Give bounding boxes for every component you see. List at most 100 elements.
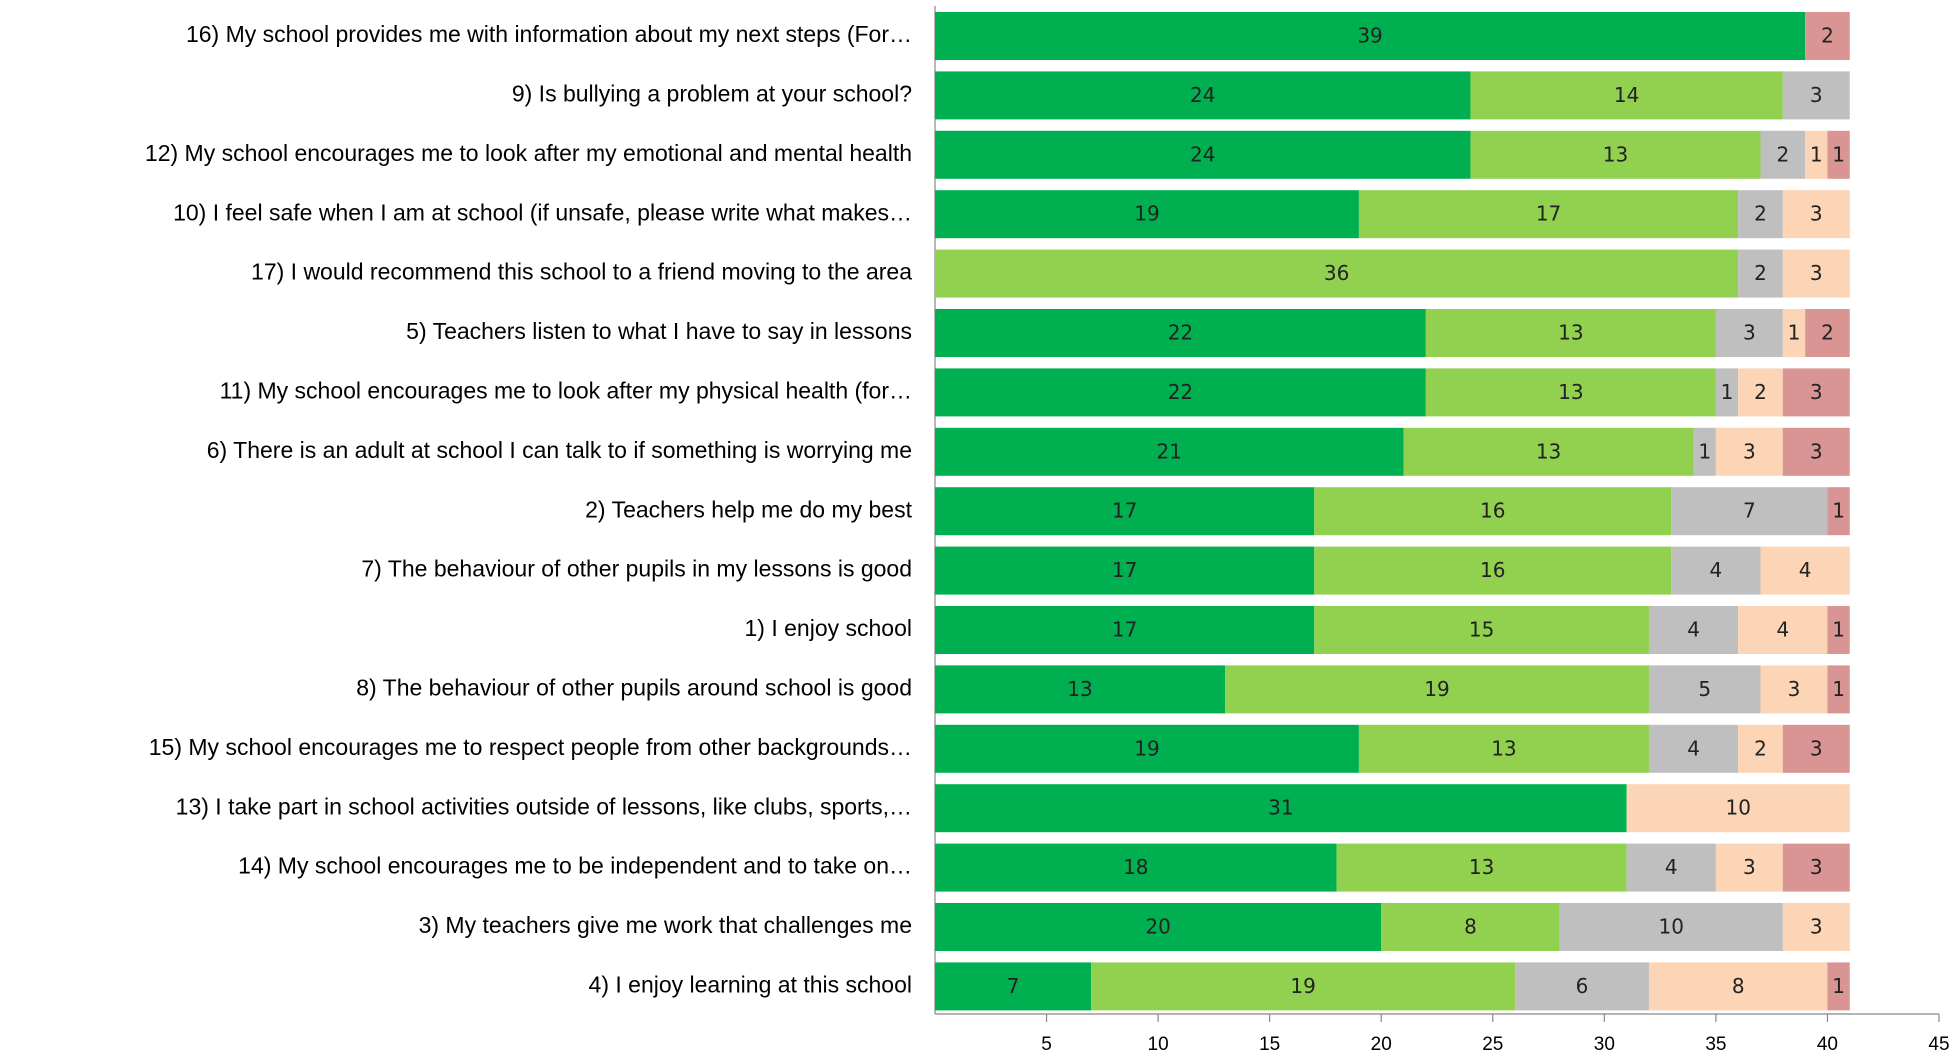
bar-segment [935,546,1315,595]
bar-segment [935,368,1426,417]
bar-segment [1358,724,1649,773]
bar-segment [1648,962,1828,1011]
x-tick-label: 25 [1482,1034,1503,1055]
category-label: 4) I enjoy learning at this school [589,971,912,997]
bar-segment [1827,487,1850,536]
bar-segment [935,487,1315,536]
data-label: 3 [1743,439,1756,463]
bar-segment [1827,606,1850,654]
x-tick-label: 30 [1594,1034,1615,1055]
bar-segment [935,724,1359,773]
data-label: 19 [1134,736,1159,760]
data-label: 13 [1469,855,1494,879]
bar-segment [1515,962,1649,1011]
bar-segment [1738,368,1783,417]
bar-segment [935,665,1226,714]
bar-segment [935,12,1806,60]
bar-segment [1782,368,1850,417]
data-label: 21 [1157,439,1182,463]
category-label: 16) My school provides me with informati… [186,21,912,47]
bar-segment [1314,487,1672,536]
category-label: 10) I feel safe when I am at school (if … [173,199,912,225]
x-tick-label: 15 [1259,1034,1280,1055]
bar-segment [1425,309,1716,357]
data-label: 4 [1687,736,1700,760]
bar-segment [1671,546,1761,595]
bar-segment [1626,843,1716,892]
bar-segment [1671,487,1828,536]
bar-segment [1358,190,1739,239]
bar-segment [1314,606,1649,654]
data-label: 4 [1799,558,1812,582]
bar-segment [1470,130,1761,179]
category-label: 17) I would recommend this school to a f… [251,259,912,285]
bar-segment [1782,71,1850,120]
data-label: 22 [1168,321,1193,345]
data-label: 3 [1810,83,1823,107]
data-label: 10 [1659,915,1684,939]
data-label: 3 [1810,202,1823,226]
data-label: 13 [1603,142,1628,166]
data-label: 16 [1480,499,1505,523]
bar-segment [935,427,1404,476]
bar-segment [1760,130,1806,179]
bar-segment [935,903,1382,951]
category-label: 12) My school encourages me to look afte… [145,140,912,166]
bar-segment [1648,606,1739,654]
category-label: 2) Teachers help me do my best [585,496,912,522]
data-label: 8 [1732,974,1745,998]
data-label: 1 [1832,142,1845,166]
bar-segment [1760,546,1850,595]
bar-segment [1805,309,1850,357]
data-label: 36 [1324,261,1349,285]
bar-segment [1403,427,1694,476]
bar-segment [1827,665,1850,714]
bar-segment [1715,427,1783,476]
x-tick-label: 5 [1041,1034,1052,1055]
bar-segment [935,962,1092,1011]
data-label: 1 [1832,499,1845,523]
bar-segment [935,309,1426,357]
bar-segment [1715,843,1783,892]
category-label: 6) There is an adult at school I can tal… [207,437,912,463]
data-label: 7 [1743,499,1756,523]
data-label: 31 [1268,796,1293,820]
data-label: 13 [1491,736,1516,760]
data-label: 17 [1112,558,1137,582]
bar-segment [1782,309,1806,357]
bar-segment [1827,962,1850,1011]
data-label: 3 [1743,855,1756,879]
data-label: 13 [1558,380,1583,404]
data-label: 6 [1576,974,1589,998]
x-tick-label: 35 [1705,1034,1726,1055]
bar-segment [1782,427,1850,476]
category-label: 5) Teachers listen to what I have to say… [406,318,912,344]
data-label: 14 [1614,83,1639,107]
data-label: 10 [1725,796,1750,820]
bar-segment [1738,190,1783,239]
data-label: 2 [1754,261,1767,285]
x-tick-label: 40 [1817,1034,1838,1055]
bar-segment [935,190,1359,239]
bar-segment [1648,665,1761,714]
data-label: 2 [1754,380,1767,404]
data-label: 19 [1134,202,1159,226]
bar-segment [1827,130,1850,179]
data-label: 2 [1754,736,1767,760]
bar-segment [1782,903,1850,951]
bar-segment [1425,368,1716,417]
data-label: 1 [1832,618,1845,642]
data-label: 1 [1810,142,1823,166]
bar-segment [1559,903,1783,951]
bar-segment [935,71,1471,120]
bar-segment [1805,12,1850,60]
data-label: 1 [1721,380,1734,404]
bar-segment [1782,190,1850,239]
bar-segment [1782,843,1850,892]
data-label: 24 [1190,83,1215,107]
data-label: 13 [1067,677,1092,701]
bar-segment [1626,784,1850,833]
data-label: 4 [1710,558,1723,582]
category-label: 15) My school encourages me to respect p… [149,734,912,760]
data-label: 13 [1536,439,1561,463]
